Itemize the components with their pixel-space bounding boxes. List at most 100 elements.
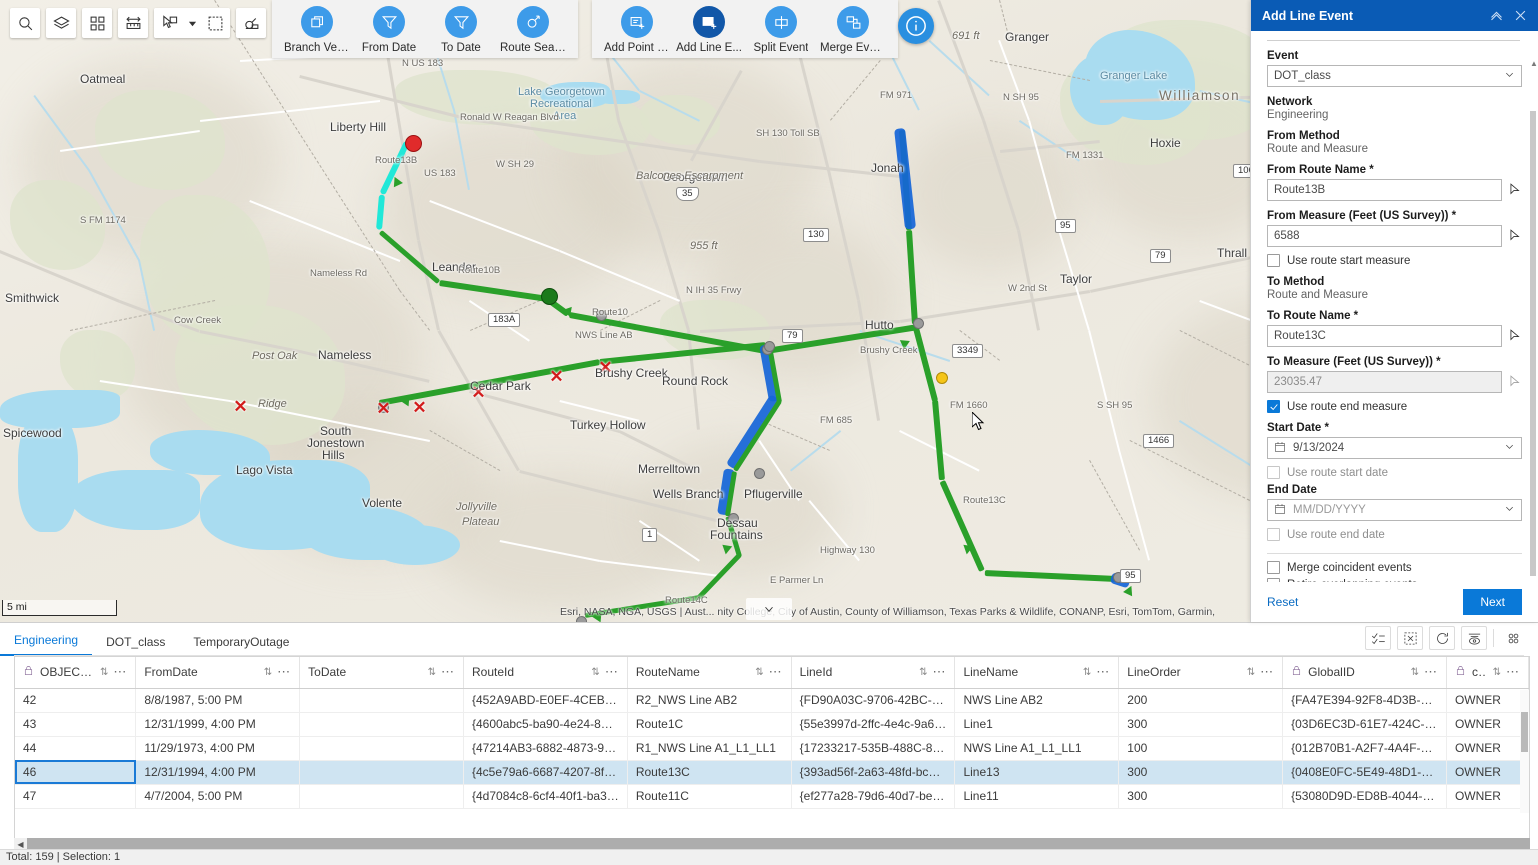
table-cell[interactable]: {393ad56f-2a63-48fd-bc2…: [791, 760, 956, 785]
sort-icon[interactable]: ⇅: [755, 666, 763, 678]
column-menu-icon[interactable]: ⋯: [604, 664, 619, 680]
column-header[interactable]: LineId ⇅ ⋯: [791, 657, 956, 689]
use-route-end-measure-checkbox[interactable]: [1267, 400, 1280, 413]
table-cell[interactable]: 300: [1118, 712, 1284, 737]
table-cell[interactable]: {FA47E394-92F8-4D3B-A…: [1282, 688, 1447, 713]
table-cell[interactable]: 43: [15, 712, 137, 737]
options-grid-icon[interactable]: [1500, 626, 1526, 650]
ribbon-item-branch-version[interactable]: Branch Vers...: [284, 6, 350, 54]
sort-icon[interactable]: ⇅: [427, 666, 436, 678]
table-cell[interactable]: {012B70B1-A2F7-4A4F-96…: [1282, 736, 1447, 761]
table-cell[interactable]: 12/31/1999, 4:00 PM: [135, 712, 301, 737]
sort-icon[interactable]: ⇅: [919, 666, 927, 678]
layers-icon[interactable]: [46, 8, 76, 38]
table-cell[interactable]: NWS Line A1_L1_LL1: [954, 736, 1120, 761]
table-cell[interactable]: 4/7/2004, 5:00 PM: [135, 784, 301, 809]
use-route-start-measure-row[interactable]: Use route start measure: [1267, 254, 1522, 267]
end-date-input[interactable]: MM/DD/YYYY: [1267, 499, 1522, 521]
from-route-name-input[interactable]: [1267, 179, 1502, 201]
conflict-prevention-icon[interactable]: [236, 8, 266, 38]
table-cell[interactable]: Line13: [954, 760, 1120, 785]
retire-overlapping-events-row[interactable]: Retire overlapping events: [1267, 578, 1522, 582]
table-cell[interactable]: {55e3997d-2ffc-4e4c-9a6…: [791, 712, 956, 737]
sort-icon[interactable]: ⇅: [1082, 666, 1091, 678]
table-cell[interactable]: OWNER: [1446, 784, 1529, 809]
chevron-down-icon[interactable]: [184, 8, 200, 38]
table-cell[interactable]: 12/31/1994, 4:00 PM: [135, 760, 301, 785]
column-menu-icon[interactable]: ⋯: [932, 664, 947, 680]
pick-route-to-icon[interactable]: [1508, 329, 1522, 343]
pick-route-from-icon[interactable]: [1508, 183, 1522, 197]
table-cell[interactable]: 300: [1118, 784, 1284, 809]
table-cell[interactable]: 11/29/1973, 4:00 PM: [135, 736, 301, 761]
sort-icon[interactable]: ⇅: [591, 666, 599, 678]
table-cell[interactable]: 200: [1118, 688, 1284, 713]
table-cell[interactable]: NWS Line AB2: [954, 688, 1120, 713]
column-menu-icon[interactable]: ⋯: [277, 664, 292, 680]
column-menu-icon[interactable]: ⋯: [1506, 664, 1520, 680]
panel-scrollbar-thumb[interactable]: [1530, 111, 1536, 576]
panel-scrollbar[interactable]: ▲ ▼: [1530, 59, 1538, 582]
column-header[interactable]: OBJECTID ⇅ ⋯: [15, 657, 137, 689]
table-cell[interactable]: {4600abc5-ba90-4e24-8a…: [463, 712, 628, 737]
close-icon[interactable]: [1508, 4, 1532, 28]
grid-vertical-scrollbar[interactable]: [1520, 690, 1529, 813]
column-header[interactable]: ToDate ⇅ ⋯: [299, 657, 464, 689]
scroll-up-arrow[interactable]: ▲: [1530, 59, 1538, 68]
table-cell[interactable]: {452A9ABD-E0EF-4CEB-B…: [463, 688, 628, 713]
ribbon-item-from-date[interactable]: From Date: [356, 6, 422, 54]
table-cell[interactable]: {47214AB3-6882-4873-94…: [463, 736, 628, 761]
reset-button[interactable]: Reset: [1267, 595, 1299, 609]
attribution-expand-icon[interactable]: [746, 598, 792, 620]
table-cell[interactable]: Route1C: [627, 712, 792, 737]
table-cell[interactable]: 8/8/1987, 5:00 PM: [135, 688, 301, 713]
sort-icon[interactable]: ⇅: [1492, 666, 1501, 678]
column-header[interactable]: LineOrder ⇅ ⋯: [1118, 657, 1284, 689]
scroll-left-arrow[interactable]: ◀: [17, 840, 24, 849]
measure-icon[interactable]: [118, 8, 148, 38]
column-header[interactable]: create ⇅ ⋯: [1446, 657, 1529, 689]
from-measure-input[interactable]: [1267, 225, 1502, 247]
table-cell[interactable]: 47: [15, 784, 137, 809]
table-cell[interactable]: 46: [15, 760, 137, 785]
merge-coincident-events-row[interactable]: Merge coincident events: [1267, 561, 1522, 574]
table-row[interactable]: 43 12/31/1999, 4:00 PM {4600abc5-ba90-4e24…: [15, 712, 1529, 737]
sort-icon[interactable]: ⇅: [99, 666, 108, 678]
table-cell[interactable]: {4c5e79a6-6687-4207-8fd…: [463, 760, 628, 785]
show-selected-icon[interactable]: [1461, 626, 1487, 650]
table-cell[interactable]: {03D6EC3D-61E7-424C-9…: [1282, 712, 1447, 737]
column-menu-icon[interactable]: ⋯: [1423, 664, 1438, 680]
table-cell[interactable]: {0408E0FC-5E49-48D1-A…: [1282, 760, 1447, 785]
ribbon-item-split-event[interactable]: Split Event: [748, 6, 814, 54]
use-route-end-measure-row[interactable]: Use route end measure: [1267, 400, 1522, 413]
column-header[interactable]: LineName ⇅ ⋯: [954, 657, 1120, 689]
column-header[interactable]: RouteName ⇅ ⋯: [627, 657, 792, 689]
table-cell[interactable]: {53080D9D-ED8B-4044-9…: [1282, 784, 1447, 809]
table-cell[interactable]: 42: [15, 688, 137, 713]
attribute-grid[interactable]: OBJECTID ⇅ ⋯ FromDate ⇅ ⋯ ToDate ⇅ ⋯ RouteId ⇅ ⋯ Rou…: [14, 656, 1530, 839]
table-cell[interactable]: {ef277a28-79d6-40d7-be…: [791, 784, 956, 809]
table-cell[interactable]: {4d7084c8-6cf4-40f1-ba3…: [463, 784, 628, 809]
start-date-input[interactable]: 9/13/2024: [1267, 437, 1522, 459]
retire-overlapping-events-checkbox[interactable]: [1267, 578, 1280, 582]
table-cell[interactable]: Line1: [954, 712, 1120, 737]
sort-icon[interactable]: ⇅: [263, 666, 272, 678]
sort-icon[interactable]: ⇅: [1246, 666, 1255, 678]
table-cell[interactable]: OWNER: [1446, 712, 1529, 737]
table-row[interactable]: 42 8/8/1987, 5:00 PM {452A9ABD-E0EF-4CEB-B…: [15, 688, 1529, 713]
table-cell[interactable]: R1_NWS Line A1_L1_LL1: [627, 736, 792, 761]
table-cell[interactable]: Route13C: [627, 760, 792, 785]
select-icon[interactable]: [154, 8, 184, 38]
table-cell[interactable]: R2_NWS Line AB2: [627, 688, 792, 713]
table-row[interactable]: 46 12/31/1994, 4:00 PM {4c5e79a6-6687-4207…: [15, 760, 1529, 785]
use-route-start-measure-checkbox[interactable]: [1267, 254, 1280, 267]
table-cell[interactable]: OWNER: [1446, 760, 1529, 785]
column-menu-icon[interactable]: ⋯: [113, 664, 128, 680]
select-all-icon[interactable]: [1365, 626, 1391, 650]
grid-horizontal-scrollbar[interactable]: ◀: [14, 838, 1530, 851]
event-select[interactable]: DOT_class: [1267, 65, 1522, 87]
table-cell[interactable]: OWNER: [1446, 688, 1529, 713]
table-cell[interactable]: OWNER: [1446, 736, 1529, 761]
table-cell[interactable]: [299, 760, 464, 785]
table-cell[interactable]: 100: [1118, 736, 1284, 761]
